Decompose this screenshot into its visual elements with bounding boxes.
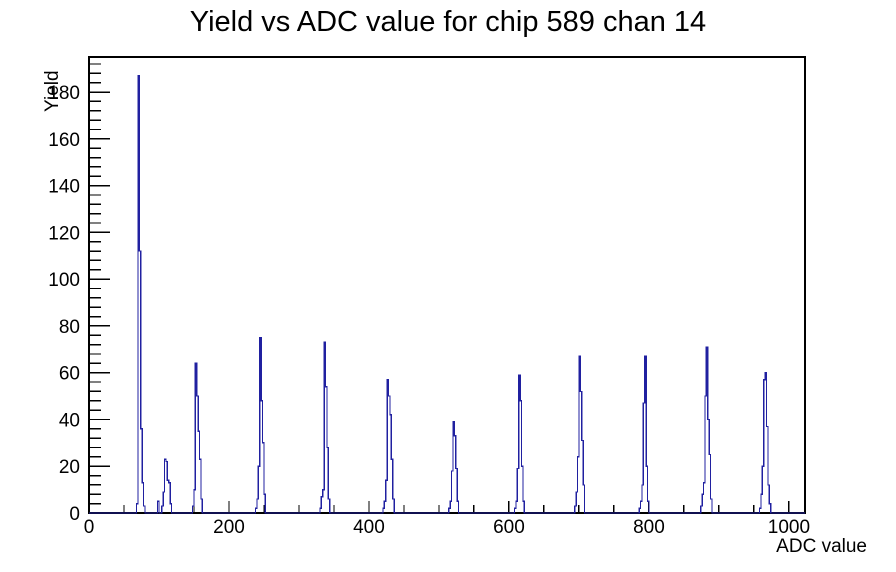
x-tick-label: 200 <box>213 517 245 538</box>
y-tick-label: 180 <box>48 83 80 104</box>
y-tick-label: 120 <box>48 223 80 244</box>
histogram-line <box>89 75 805 514</box>
chart-title: Yield vs ADC value for chip 589 chan 14 <box>189 6 707 38</box>
x-tick-label: 800 <box>633 517 665 538</box>
x-axis-title: ADC value <box>776 536 867 557</box>
y-tick-label: 100 <box>48 270 80 291</box>
y-tick-label: 80 <box>59 317 80 338</box>
plot-frame <box>88 56 806 514</box>
y-axis-title: Yield <box>42 70 63 112</box>
y-tick-label: 40 <box>59 410 80 431</box>
x-tick-label: 1000 <box>768 517 810 538</box>
y-tick-label: 140 <box>48 177 80 198</box>
y-tick-label: 0 <box>69 504 80 525</box>
y-tick-label: 20 <box>59 457 80 478</box>
y-tick-label: 160 <box>48 130 80 151</box>
x-tick-label: 600 <box>493 517 525 538</box>
x-tick-label: 400 <box>353 517 385 538</box>
y-tick-label: 60 <box>59 364 80 385</box>
x-tick-label: 0 <box>84 517 95 538</box>
